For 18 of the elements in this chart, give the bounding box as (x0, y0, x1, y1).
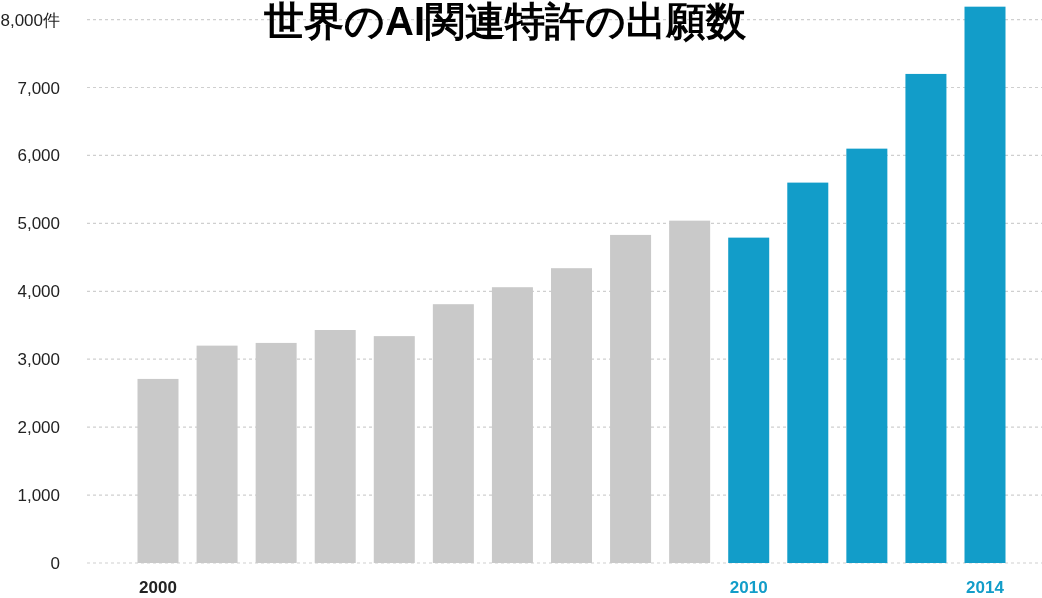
y-tick-label: 3,000 (17, 350, 60, 370)
bar (846, 148, 888, 563)
y-tick-label: 8,000件 (0, 10, 60, 30)
y-tick-label: 6,000 (17, 146, 60, 166)
bar (964, 6, 1006, 563)
y-tick-label: 7,000 (17, 78, 60, 98)
y-tick-label: 5,000 (17, 214, 60, 234)
x-tick-label: 2014 (966, 578, 1005, 597)
y-tick-label: 2,000 (17, 418, 60, 438)
x-tick-label: 2000 (139, 578, 177, 597)
x-tick-label: 2010 (729, 578, 768, 597)
chart-title: 世界のAI関連特許の出願数 (263, 0, 747, 43)
y-tick-label: 4,000 (17, 282, 60, 302)
y-tick-label: 1,000 (17, 486, 60, 506)
bar (728, 237, 770, 563)
bar (905, 73, 947, 563)
bar (787, 182, 829, 563)
y-tick-label: 0 (50, 554, 60, 573)
